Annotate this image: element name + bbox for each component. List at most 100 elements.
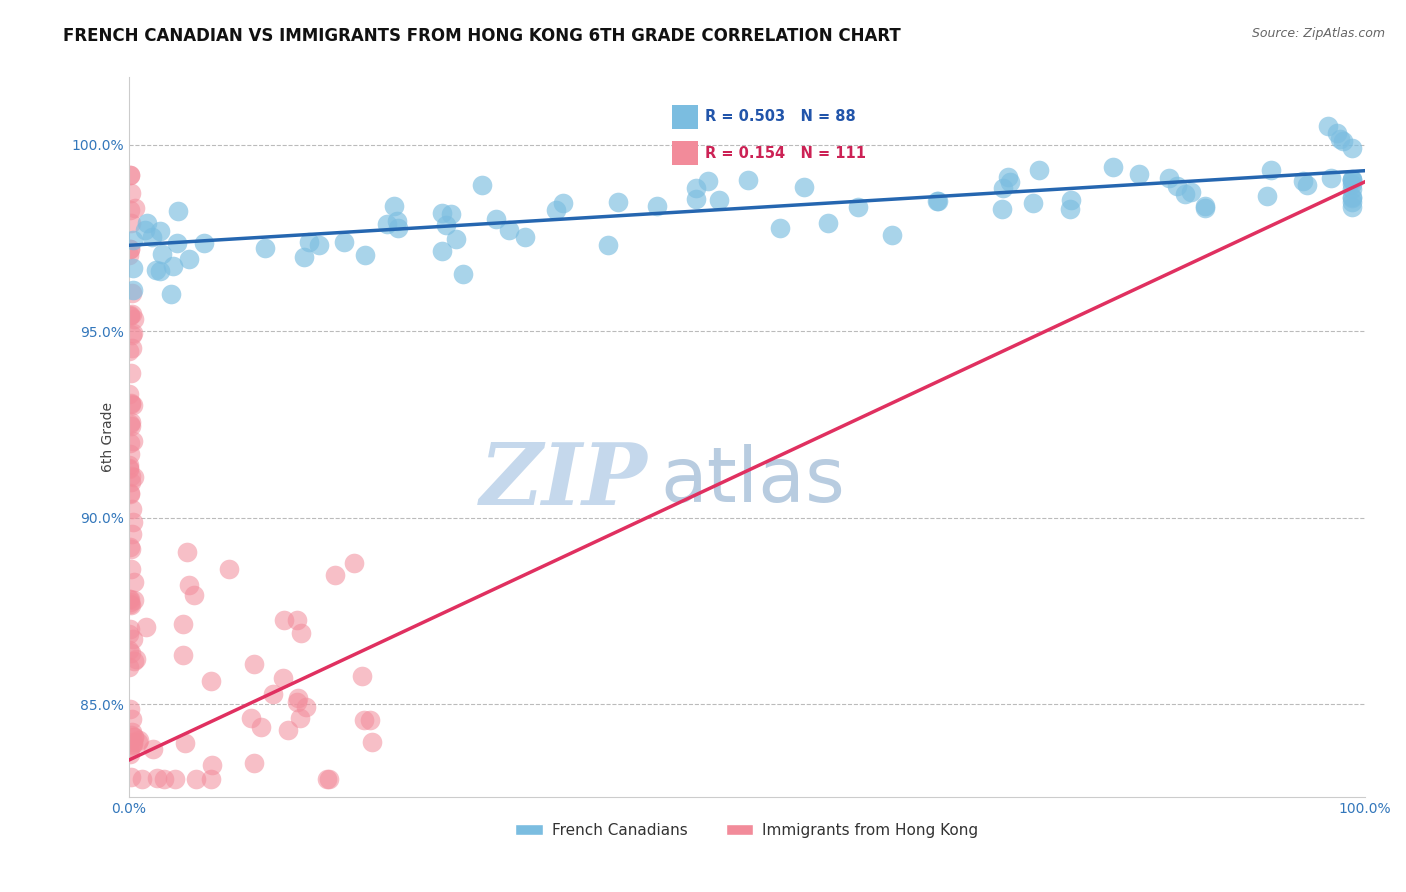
Point: [350, 669, 373, 683]
Point: [122, 593, 145, 607]
Point: [135, 619, 157, 633]
Point: [1319, 170, 1341, 185]
Point: [201, 758, 224, 772]
Point: [122, 730, 145, 744]
Point: [120, 415, 142, 429]
Point: [1331, 134, 1354, 148]
Point: [122, 434, 145, 448]
Point: [167, 203, 190, 218]
Point: [118, 626, 141, 640]
Point: [159, 286, 181, 301]
Point: [768, 220, 790, 235]
Point: [253, 241, 276, 255]
Point: [243, 657, 266, 671]
Point: [118, 344, 141, 359]
Point: [120, 702, 142, 716]
Point: [118, 203, 141, 218]
Point: [1329, 132, 1351, 146]
Point: [1194, 199, 1216, 213]
Point: [359, 713, 381, 727]
Point: [645, 199, 668, 213]
Point: [121, 737, 143, 751]
Point: [120, 242, 142, 256]
Point: [118, 487, 141, 501]
Point: [127, 734, 149, 748]
Y-axis label: 6th Grade: 6th Grade: [101, 402, 115, 473]
Point: [273, 613, 295, 627]
Point: [200, 674, 222, 689]
Point: [176, 544, 198, 558]
Point: [118, 485, 141, 500]
Point: [1000, 175, 1022, 189]
Point: [118, 308, 141, 322]
Point: [153, 772, 176, 786]
Point: [325, 568, 347, 582]
Point: [145, 263, 167, 277]
Point: [150, 247, 173, 261]
Point: [1295, 178, 1317, 192]
Text: FRENCH CANADIAN VS IMMIGRANTS FROM HONG KONG 6TH GRADE CORRELATION CHART: FRENCH CANADIAN VS IMMIGRANTS FROM HONG …: [63, 27, 901, 45]
Point: [1341, 141, 1364, 155]
Point: [434, 219, 457, 233]
Point: [513, 229, 536, 244]
Point: [1028, 163, 1050, 178]
Point: [120, 595, 142, 609]
Point: [343, 556, 366, 570]
Point: [124, 575, 146, 590]
Point: [793, 179, 815, 194]
Point: [146, 772, 169, 786]
Point: [1060, 193, 1083, 207]
Point: [165, 772, 187, 786]
Point: [1157, 170, 1180, 185]
Point: [120, 396, 142, 410]
Point: [288, 711, 311, 725]
Point: [120, 468, 142, 483]
Point: [737, 173, 759, 187]
Point: [1341, 178, 1364, 192]
Point: [287, 690, 309, 705]
Point: [846, 200, 869, 214]
Point: [120, 562, 142, 576]
Point: [179, 578, 201, 592]
Point: [262, 686, 284, 700]
Point: [172, 617, 194, 632]
Point: [295, 699, 318, 714]
Point: [118, 659, 141, 673]
Point: [120, 396, 142, 410]
Point: [685, 192, 707, 206]
Point: [142, 742, 165, 756]
Point: [124, 201, 146, 215]
Point: [685, 181, 707, 195]
Point: [471, 178, 494, 192]
Point: [1180, 185, 1202, 199]
Point: [120, 770, 142, 784]
Point: [121, 233, 143, 247]
Point: [122, 735, 145, 749]
Point: [118, 458, 141, 472]
Point: [118, 435, 141, 450]
Point: [120, 622, 142, 636]
Point: [118, 743, 141, 757]
Legend: French Canadians, Immigrants from Hong Kong: French Canadians, Immigrants from Hong K…: [509, 816, 984, 844]
Point: [118, 643, 141, 657]
Point: [122, 312, 145, 326]
Point: [1341, 190, 1364, 204]
Point: [880, 227, 903, 242]
Point: [118, 417, 141, 431]
Point: [122, 326, 145, 340]
Point: [120, 747, 142, 761]
Point: [122, 730, 145, 744]
Point: [927, 194, 949, 208]
Point: [1194, 202, 1216, 216]
Point: [174, 736, 197, 750]
Point: [134, 223, 156, 237]
Point: [353, 713, 375, 727]
Point: [121, 328, 143, 343]
Point: [200, 772, 222, 786]
Point: [375, 217, 398, 231]
Point: [121, 285, 143, 300]
Point: [118, 461, 141, 475]
Point: [1341, 172, 1364, 186]
Point: [1341, 173, 1364, 187]
Point: [432, 244, 454, 259]
